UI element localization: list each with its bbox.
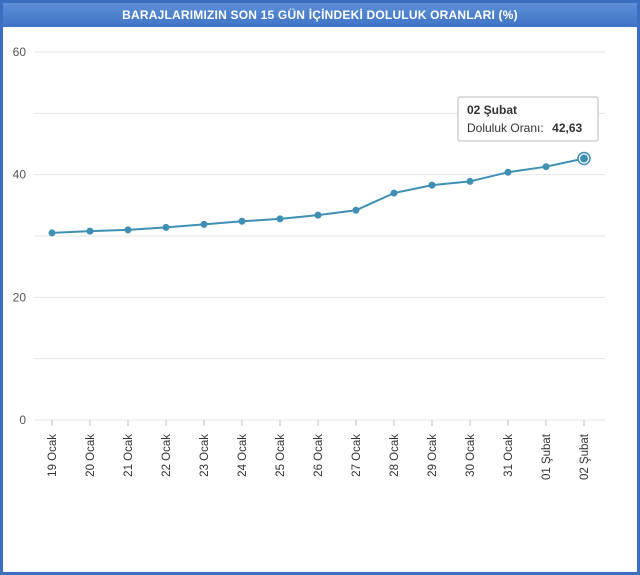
tooltip: 02 Şubat Doluluk Oranı: 42,63 [457, 96, 599, 142]
data-point[interactable] [504, 168, 512, 176]
x-tick-label: 30 Ocak [465, 434, 477, 477]
data-point[interactable] [276, 215, 284, 223]
data-point[interactable] [390, 189, 398, 197]
y-tick-label: 40 [13, 168, 27, 182]
data-point[interactable] [124, 226, 132, 234]
x-tick-label: 01 Şubat [541, 433, 553, 480]
data-point[interactable] [86, 227, 94, 235]
x-tick-label: 28 Ocak [389, 434, 401, 477]
data-point[interactable] [580, 154, 588, 163]
x-tick-label: 21 Ocak [123, 434, 135, 477]
y-tick-label: 0 [19, 413, 26, 427]
x-tick-label: 24 Ocak [237, 434, 249, 477]
x-tick-label: 29 Ocak [427, 434, 439, 477]
x-tick-label: 25 Ocak [275, 434, 287, 477]
series-group [48, 151, 591, 237]
data-point[interactable] [238, 217, 246, 225]
tooltip-box [457, 96, 599, 142]
x-tick-label: 02 Şubat [579, 433, 591, 480]
data-point[interactable] [352, 206, 360, 214]
tooltip-line: Doluluk Oranı: 42,63 [467, 119, 583, 136]
x-tick-label: 19 Ocak [47, 434, 59, 477]
tooltip-title: 02 Şubat [467, 103, 517, 117]
x-tick-label: 22 Ocak [161, 434, 173, 477]
x-axis: 19 Ocak 20 Ocak 21 Ocak 22 Ocak 23 Ocak 24 Oc… [47, 420, 591, 480]
x-tick-label: 31 Ocak [503, 434, 515, 477]
data-point[interactable] [200, 220, 208, 228]
series-line [51, 157, 585, 234]
data-point[interactable] [314, 211, 322, 219]
data-point[interactable] [428, 181, 436, 189]
x-tick-label: 27 Ocak [351, 434, 363, 477]
x-tick-label: 26 Ocak [313, 434, 325, 477]
x-tick-label: 23 Ocak [199, 434, 211, 477]
x-tick-label: 20 Ocak [85, 434, 97, 477]
y-tick-label: 60 [13, 45, 27, 59]
data-point[interactable] [466, 177, 474, 185]
tooltip-value: 42,63 [552, 121, 582, 135]
y-tick-label: 20 [13, 290, 27, 304]
tooltip-label: Doluluk Oranı: [467, 121, 544, 135]
data-point[interactable] [162, 223, 170, 231]
data-point[interactable] [542, 163, 550, 171]
chart-title: BARAJLARIMIZIN SON 15 GÜN İÇİNDEKİ DOLUL… [3, 3, 637, 27]
y-axis-ticks: 0 20 40 60 [13, 45, 27, 427]
data-point[interactable] [48, 229, 56, 237]
